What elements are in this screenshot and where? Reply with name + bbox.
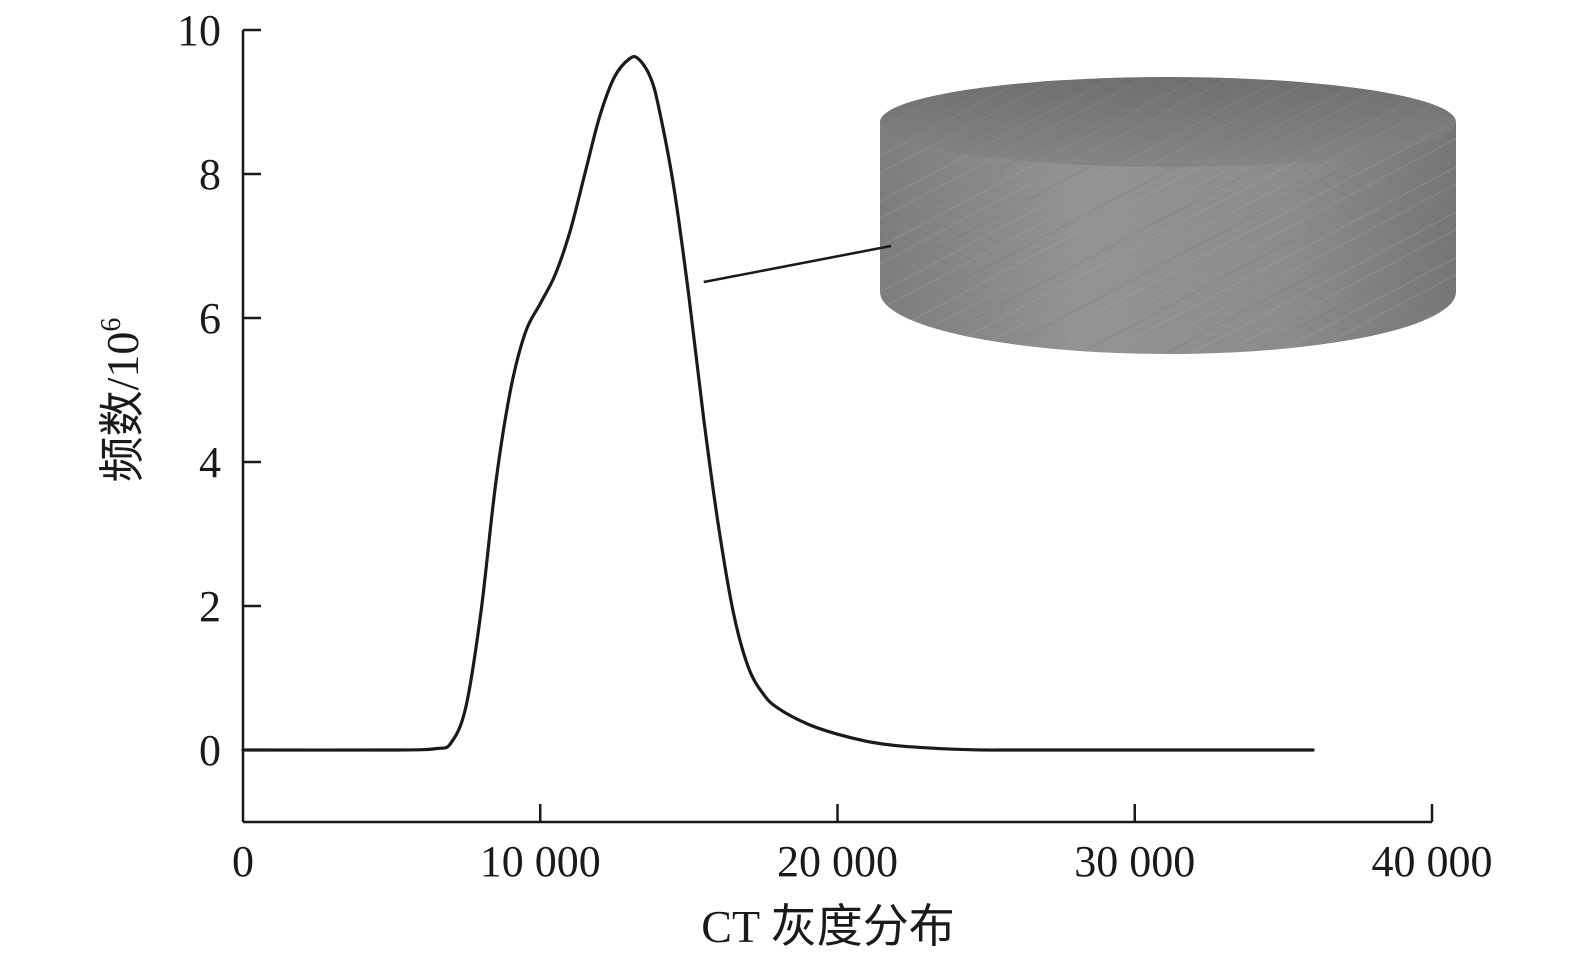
cylinder-sample-image <box>880 77 1456 354</box>
x-tick-label: 30 000 <box>1074 837 1195 886</box>
x-tick-label: 40 000 <box>1372 837 1493 886</box>
y-axis-title: 频数/106 <box>96 318 148 483</box>
y-tick-label: 4 <box>199 438 221 487</box>
x-tick-label: 0 <box>232 837 254 886</box>
y-axis-ticks: 0 2 4 6 8 10 <box>177 6 261 775</box>
x-tick-label: 10 000 <box>480 837 601 886</box>
x-tick-label: 20 000 <box>777 837 898 886</box>
y-tick-label: 2 <box>199 582 221 631</box>
y-tick-label: 10 <box>177 6 221 55</box>
frequency-curve <box>241 54 1315 752</box>
y-tick-label: 0 <box>199 726 221 775</box>
y-axis-title-main: 频数/10 <box>97 332 148 483</box>
inset-leader-line <box>703 244 892 284</box>
y-tick-label: 6 <box>199 294 221 343</box>
y-tick-label: 8 <box>199 150 221 199</box>
y-axis-title-exponent: 6 <box>96 318 127 332</box>
x-axis-title: CT 灰度分布 <box>701 901 954 952</box>
x-axis-ticks: 0 10 000 20 000 30 000 40 000 <box>232 804 1493 886</box>
